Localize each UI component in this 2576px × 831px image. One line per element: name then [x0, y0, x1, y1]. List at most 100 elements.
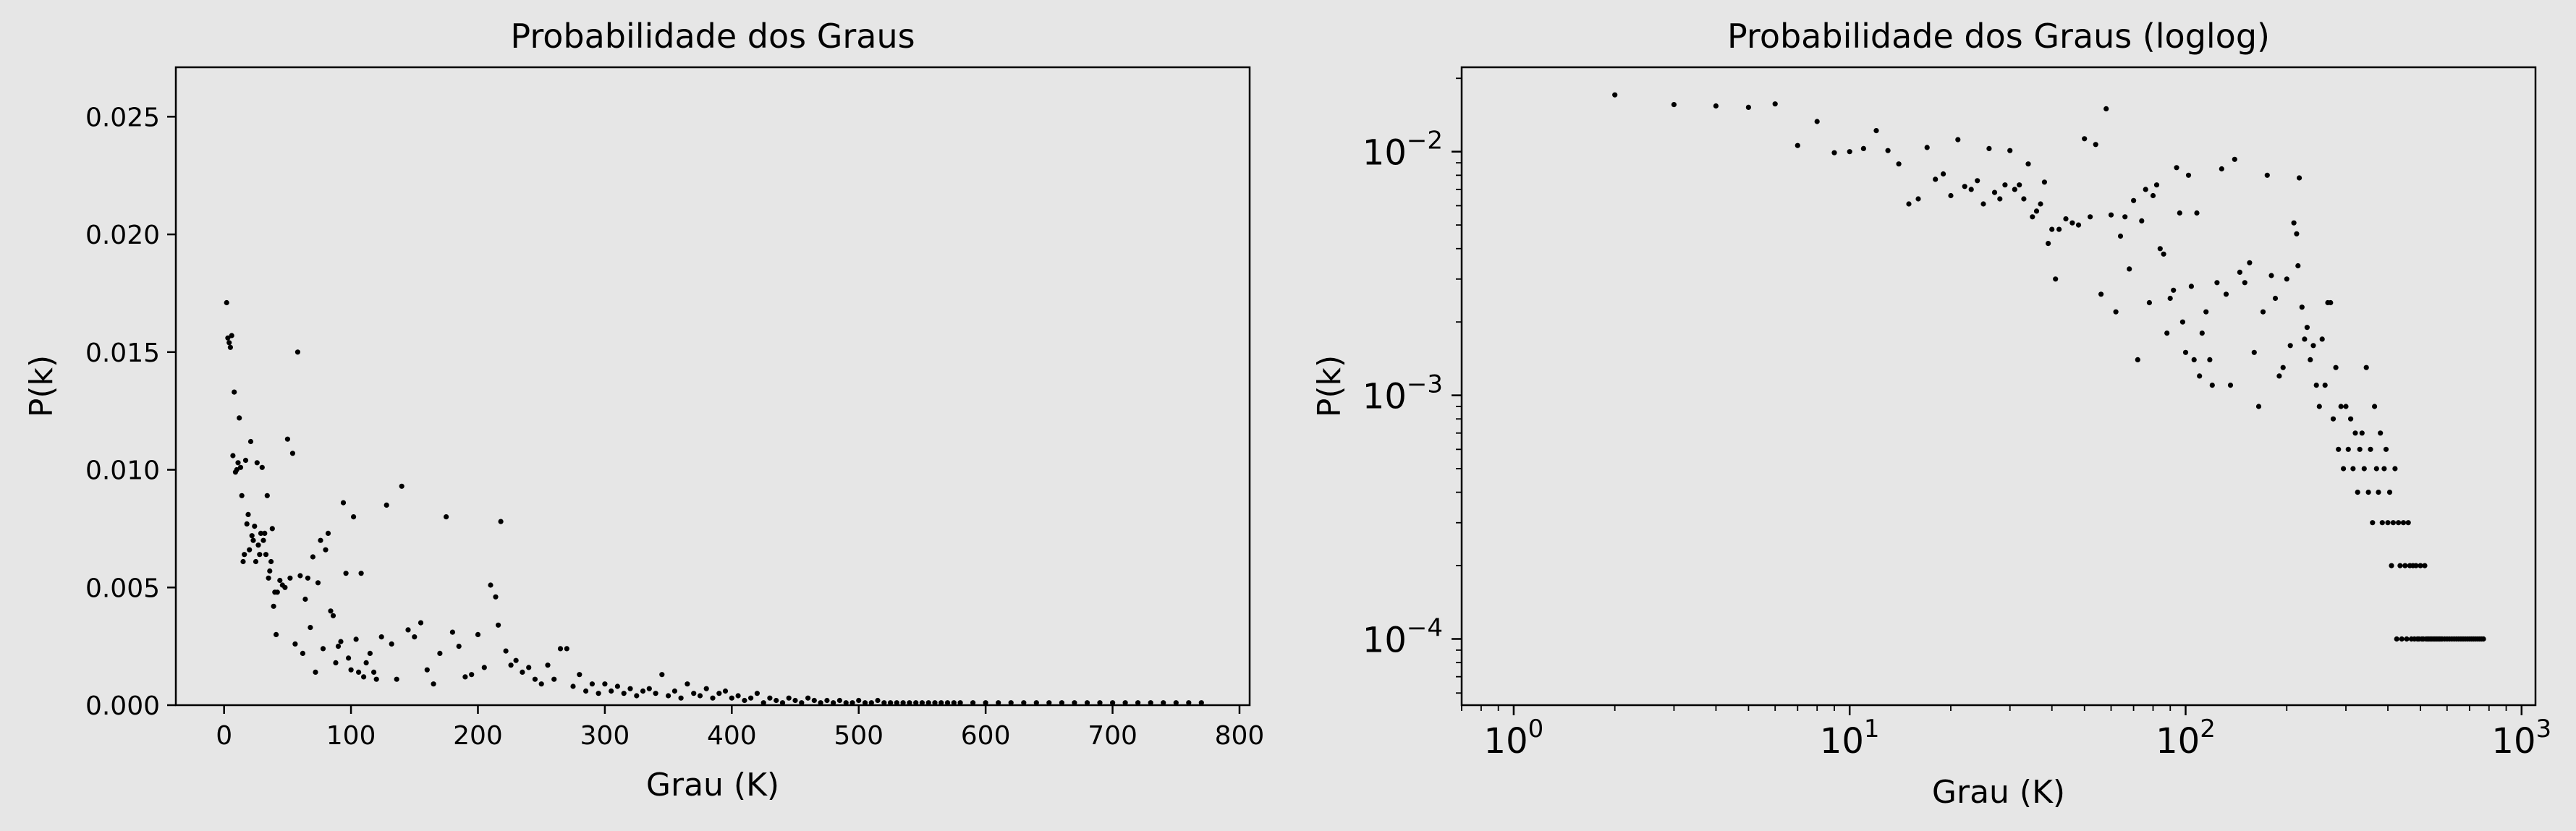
data-point — [2113, 309, 2119, 315]
data-point — [2376, 490, 2381, 495]
data-point — [373, 676, 379, 682]
data-point — [983, 700, 988, 706]
data-point — [805, 695, 811, 701]
data-point — [469, 672, 475, 678]
data-point — [2396, 520, 2402, 526]
y-tick-base: 10 — [1363, 133, 1407, 174]
x-tick-label: 300 — [580, 721, 630, 751]
data-point — [1186, 700, 1192, 706]
data-point — [2146, 299, 2152, 306]
data-point — [1962, 184, 1967, 189]
data-point — [2268, 273, 2274, 278]
data-point — [351, 514, 357, 520]
data-point — [1975, 178, 1980, 184]
data-point — [305, 575, 310, 581]
data-point — [1896, 161, 1902, 167]
data-point — [308, 625, 313, 631]
data-point — [538, 681, 544, 687]
data-point — [255, 542, 261, 548]
x-tick-exponent: 3 — [2536, 715, 2552, 743]
data-point — [302, 596, 308, 602]
y-tick-label: 0.000 — [85, 691, 160, 721]
data-point — [1745, 104, 1751, 110]
data-point — [2122, 214, 2128, 220]
x-axis-label-loglog: Grau (K) — [1932, 774, 2065, 811]
x-tick-label: 101 — [1820, 715, 1880, 762]
data-point — [348, 667, 354, 673]
data-point — [697, 693, 703, 699]
data-point — [1885, 148, 1891, 153]
data-point — [437, 650, 443, 657]
y-tick-label: 10−2 — [1363, 127, 1443, 174]
data-point — [646, 686, 652, 691]
data-point — [2255, 404, 2262, 409]
data-point — [264, 493, 270, 498]
data-point — [338, 639, 344, 644]
data-point — [2038, 201, 2043, 207]
data-point — [2177, 210, 2182, 216]
data-point — [1713, 103, 1719, 109]
data-point — [1084, 700, 1090, 706]
data-point — [462, 674, 468, 680]
data-point — [2088, 214, 2093, 220]
data-point — [2350, 466, 2356, 472]
data-point — [2404, 636, 2410, 642]
data-point — [418, 620, 424, 626]
data-point — [2328, 299, 2334, 306]
data-point — [2214, 280, 2220, 286]
data-point — [888, 700, 894, 706]
data-point — [300, 650, 305, 657]
data-point — [996, 700, 1001, 706]
data-point — [394, 676, 399, 682]
data-point — [252, 524, 258, 529]
data-point — [399, 483, 404, 489]
data-point — [1795, 142, 1800, 148]
data-point — [856, 697, 862, 704]
data-point — [318, 537, 323, 543]
data-point — [2422, 563, 2428, 568]
data-point — [330, 613, 336, 618]
data-point — [1046, 700, 1052, 706]
data-point — [2308, 357, 2313, 362]
data-point — [589, 681, 596, 687]
data-point — [2063, 216, 2069, 222]
plot-area-loglog — [1462, 67, 2535, 705]
x-tick-base: 10 — [1484, 721, 1528, 762]
data-point — [925, 700, 931, 706]
data-point — [237, 464, 244, 470]
data-point — [295, 349, 300, 355]
data-point — [2223, 291, 2229, 297]
data-point — [564, 646, 569, 652]
data-point — [786, 695, 792, 701]
data-point — [242, 552, 247, 558]
data-point — [2379, 520, 2385, 526]
data-point — [496, 622, 501, 628]
data-point — [2291, 220, 2297, 226]
data-point — [2002, 182, 2008, 188]
data-point — [1021, 700, 1027, 706]
data-point — [358, 571, 364, 576]
data-point — [735, 693, 741, 699]
data-point — [260, 537, 266, 543]
data-point — [1980, 201, 1986, 207]
data-point — [627, 686, 633, 691]
data-point — [716, 691, 722, 696]
y-tick-label: 10−3 — [1363, 370, 1443, 417]
data-point — [508, 662, 514, 668]
data-point — [1072, 700, 1077, 706]
data-point — [287, 575, 293, 581]
data-point — [1161, 700, 1166, 706]
data-point — [2131, 197, 2137, 203]
y-tick-label: 0.005 — [85, 574, 160, 603]
data-point — [2075, 222, 2082, 228]
data-point — [900, 700, 906, 706]
x-tick-label: 100 — [1484, 715, 1544, 762]
data-point — [2361, 466, 2367, 472]
data-point — [2108, 212, 2114, 218]
data-point — [2295, 263, 2301, 269]
data-point — [944, 700, 951, 706]
data-point — [449, 629, 456, 635]
data-point — [2399, 636, 2405, 642]
data-point — [779, 700, 786, 706]
data-point — [242, 457, 249, 464]
